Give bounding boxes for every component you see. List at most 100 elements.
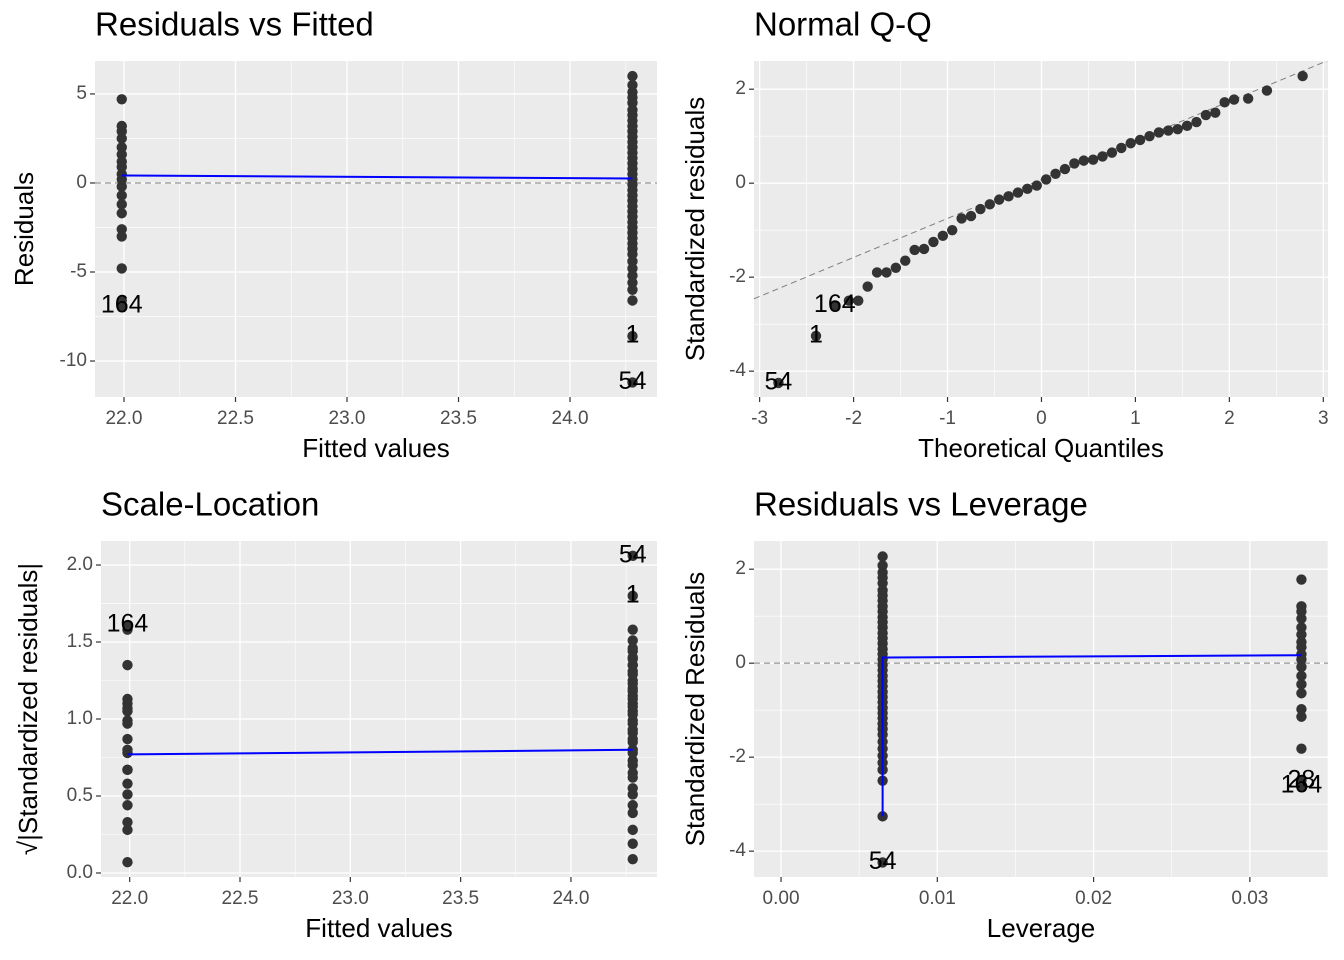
point xyxy=(116,161,127,173)
point xyxy=(1040,174,1052,185)
x-tick-label: 1 xyxy=(1130,408,1141,429)
point xyxy=(116,199,127,210)
point xyxy=(1116,142,1127,154)
point xyxy=(862,281,873,292)
smooth-line xyxy=(881,654,1302,817)
point xyxy=(1210,107,1221,118)
point-label: 1 xyxy=(809,321,823,349)
point xyxy=(627,377,638,388)
y-axis-label: Standardized Residuals xyxy=(680,572,710,847)
x-tick-label: 23.5 xyxy=(440,408,477,429)
point xyxy=(1163,125,1174,136)
point xyxy=(116,263,127,274)
point xyxy=(956,213,967,224)
point xyxy=(909,244,920,256)
point xyxy=(627,590,638,602)
x-tick-label: 2 xyxy=(1224,408,1235,429)
point xyxy=(116,208,127,219)
chart-title: Normal Q-Q xyxy=(754,6,932,43)
x-tick-label: 23.0 xyxy=(332,888,369,909)
point xyxy=(890,262,902,273)
point xyxy=(1228,94,1240,105)
point xyxy=(881,267,892,278)
point xyxy=(1296,654,1307,665)
point xyxy=(1200,109,1212,121)
y-tick-label: -2 xyxy=(729,266,746,287)
point xyxy=(122,703,133,714)
panel-background xyxy=(754,541,1328,877)
point xyxy=(627,624,638,635)
point xyxy=(877,857,888,868)
point xyxy=(627,800,638,811)
point xyxy=(627,550,638,561)
point-label: 164 xyxy=(101,290,143,318)
point xyxy=(1144,130,1155,142)
point xyxy=(627,678,638,689)
point-label: 164 xyxy=(814,290,856,318)
point xyxy=(1087,154,1099,165)
y-tick-label: 0.5 xyxy=(67,785,93,806)
point xyxy=(627,772,638,783)
point xyxy=(1296,574,1307,585)
point xyxy=(627,760,638,771)
point xyxy=(1219,97,1230,108)
point xyxy=(627,709,638,720)
point xyxy=(829,300,840,311)
y-axis-label: Standardized residuals xyxy=(680,97,710,362)
x-tick-label: 22.5 xyxy=(217,408,254,429)
point xyxy=(627,79,638,91)
point xyxy=(116,231,127,242)
point xyxy=(843,295,855,306)
x-tick-label: -2 xyxy=(845,408,862,429)
point xyxy=(122,789,133,800)
x-tick-label: -3 xyxy=(751,408,768,429)
point xyxy=(1059,163,1071,175)
x-tick-label: 23.0 xyxy=(329,408,366,429)
y-tick-label: 2.0 xyxy=(67,554,93,575)
point xyxy=(627,824,638,836)
point xyxy=(116,149,127,160)
x-tick-label: 3 xyxy=(1318,408,1329,429)
point xyxy=(1296,743,1307,754)
x-tick-label: 22.5 xyxy=(222,888,259,909)
panel-background xyxy=(101,541,657,877)
point-label: 54 xyxy=(619,367,647,395)
point xyxy=(122,744,133,756)
x-axis-label: Leverage xyxy=(987,913,1095,943)
y-tick-label: 0.0 xyxy=(67,862,93,883)
point xyxy=(122,816,133,828)
y-tick-label: 2 xyxy=(735,78,746,99)
point xyxy=(1296,780,1307,792)
point xyxy=(122,659,133,671)
point xyxy=(1106,147,1118,158)
point xyxy=(1181,120,1193,132)
point xyxy=(627,853,638,865)
panel-background xyxy=(95,61,657,397)
x-tick-label: 22.0 xyxy=(105,408,142,429)
x-tick-label: 0 xyxy=(1036,408,1047,429)
x-tick-label: 0.03 xyxy=(1231,888,1268,909)
plot-area xyxy=(754,61,1328,389)
point-label: 54 xyxy=(619,540,647,568)
chart-title: Scale-Location xyxy=(101,486,319,523)
point xyxy=(116,181,127,192)
point xyxy=(1296,688,1307,699)
point xyxy=(122,733,133,745)
point xyxy=(122,693,133,705)
point xyxy=(1296,661,1307,673)
x-tick-label: 24.0 xyxy=(552,888,589,909)
x-tick-label: -1 xyxy=(939,408,956,429)
point xyxy=(627,642,638,654)
point xyxy=(1031,180,1042,191)
chart-title: Residuals vs Fitted xyxy=(95,6,374,43)
y-tick-label: 1.0 xyxy=(67,708,93,729)
point xyxy=(627,736,638,748)
point xyxy=(1069,158,1080,169)
point xyxy=(1296,613,1307,624)
point-label: 164 xyxy=(1281,770,1323,798)
y-tick-label: -2 xyxy=(729,746,746,767)
plot-area xyxy=(95,70,657,388)
point xyxy=(627,263,638,274)
point xyxy=(122,800,133,811)
point xyxy=(627,295,638,306)
